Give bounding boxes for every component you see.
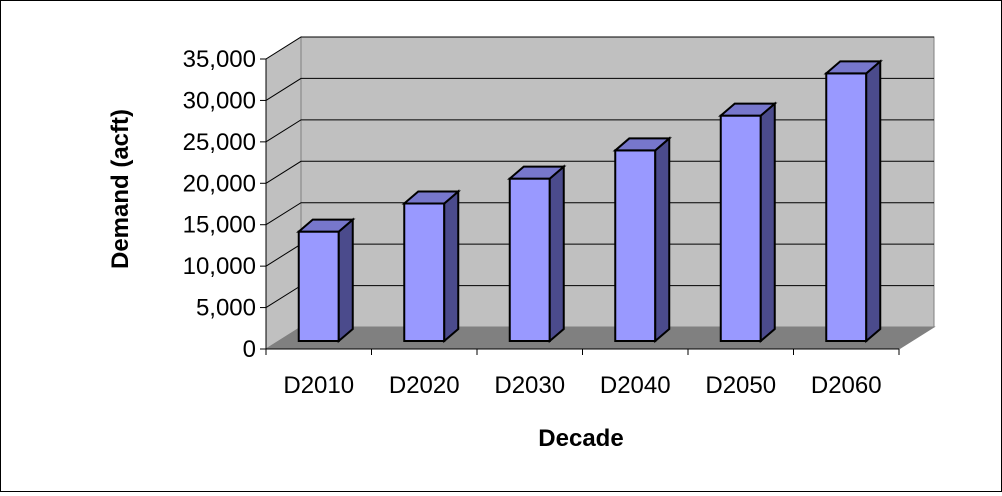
bar-front xyxy=(719,114,762,342)
x-tick-label: D2010 xyxy=(283,372,354,399)
gridline xyxy=(265,77,934,101)
bar-top xyxy=(823,60,883,75)
y-tick-label: 25,000 xyxy=(183,129,256,156)
y-tick-label: 35,000 xyxy=(183,46,256,73)
bar-top xyxy=(296,218,356,233)
bar-side xyxy=(548,164,565,344)
bar-top xyxy=(718,102,778,117)
side-wall xyxy=(265,36,302,350)
bar-top xyxy=(507,165,567,180)
bar-D2050 xyxy=(718,101,778,344)
x-axis-title: Decade xyxy=(538,425,623,452)
y-tick-label: 0 xyxy=(243,336,256,363)
bar-side xyxy=(443,189,460,344)
bar-D2040 xyxy=(612,136,672,344)
bar-side xyxy=(759,101,776,344)
bar-side xyxy=(865,59,882,344)
gridline xyxy=(265,36,934,60)
y-tick-label: 5,000 xyxy=(196,295,256,322)
y-tick-labels: 0 5,000 10,000 15,000 20,000 25,000 30,000 35,0… xyxy=(183,46,256,363)
bar-D2060 xyxy=(823,59,883,344)
bar-D2010 xyxy=(296,217,356,344)
bar-front xyxy=(297,230,340,342)
bar-front xyxy=(825,72,868,342)
bar-side xyxy=(337,217,354,344)
bar-front xyxy=(403,202,446,342)
x-tick-label: D2050 xyxy=(705,372,776,399)
y-tick-label: 10,000 xyxy=(183,253,256,280)
bars xyxy=(296,59,883,344)
bar-D2030 xyxy=(507,164,567,344)
axes xyxy=(260,58,900,355)
x-tick-label: D2030 xyxy=(494,372,565,399)
y-tick-label: 15,000 xyxy=(183,212,256,239)
bar-side xyxy=(654,136,671,344)
bar-top xyxy=(612,137,672,152)
bar-front xyxy=(614,149,657,342)
y-tick-label: 20,000 xyxy=(183,170,256,197)
bar-top xyxy=(401,190,461,205)
x-tick-label: D2060 xyxy=(811,372,882,399)
x-tick-label: D2040 xyxy=(600,372,671,399)
y-axis-title: Demand (acft) xyxy=(107,109,134,269)
y-tick-label: 30,000 xyxy=(183,87,256,114)
bar-front xyxy=(508,177,551,342)
bar-D2020 xyxy=(401,189,461,344)
x-tick-label: D2020 xyxy=(389,372,460,399)
x-tick-labels: D2010 D2020 D2030 D2040 D2050 D2060 xyxy=(283,372,881,399)
